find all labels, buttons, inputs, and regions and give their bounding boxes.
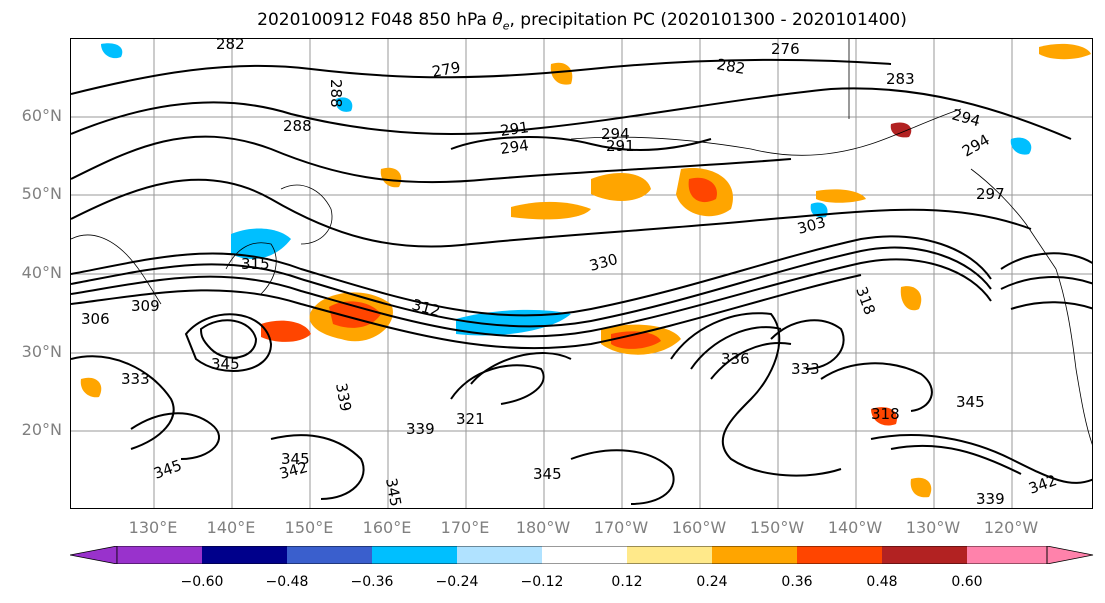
colorbar-tick: 0.60 <box>951 574 983 590</box>
contour-label: 339 <box>406 420 435 438</box>
map-svg: 276 282 282 279 283 288 288 291 294 294 … <box>71 39 1092 508</box>
title-prefix: 2020100912 F048 850 hPa <box>257 10 493 30</box>
colorbar-tick: 0.36 <box>781 574 813 590</box>
contour-label: 339 <box>332 382 355 413</box>
lat-label: 20°N <box>21 420 62 439</box>
colorbar-segment <box>627 546 712 564</box>
contour-label: 279 <box>431 58 462 81</box>
colorbar-tick: 0.12 <box>611 574 643 590</box>
contour-label: 333 <box>121 370 150 388</box>
contour-label: 345 <box>211 355 240 373</box>
colorbar-tick: −0.60 <box>180 574 224 590</box>
colorbar-tick: −0.48 <box>265 574 309 590</box>
lon-label: 140°W <box>827 518 883 537</box>
colorbar-tick: −0.12 <box>520 574 564 590</box>
colorbar-segment <box>117 546 202 564</box>
contour-label: 294 <box>959 131 993 161</box>
colorbar-segment <box>372 546 457 564</box>
lat-label: 50°N <box>21 184 62 203</box>
contour-label: 294 <box>950 105 982 130</box>
colorbar-segment <box>287 546 372 564</box>
contour-label: 309 <box>131 297 160 315</box>
contour-label: 342 <box>1026 471 1059 498</box>
lon-label: 140°E <box>206 518 256 537</box>
contour-label: 333 <box>791 360 820 378</box>
colorbar-outline <box>116 546 1048 564</box>
lon-label: 130°E <box>128 518 178 537</box>
lon-label: 150°W <box>749 518 805 537</box>
colorbar-tick: 0.24 <box>696 574 728 590</box>
lon-label: 170°W <box>593 518 649 537</box>
contour-label: 282 <box>216 39 245 53</box>
lon-label: 180°W <box>515 518 571 537</box>
contour-label: 345 <box>533 465 562 483</box>
contour-label: 294 <box>499 136 530 158</box>
contour-label: 306 <box>81 310 110 328</box>
contour-label: 291 <box>606 137 635 155</box>
contour-label: 288 <box>283 117 312 135</box>
colorbar-segment <box>882 546 967 564</box>
lon-label: 120°W <box>983 518 1039 537</box>
colorbar-segment <box>202 546 287 564</box>
contour-label: 315 <box>241 255 270 273</box>
precip-negative <box>101 43 1032 336</box>
contour-label: 318 <box>871 405 900 423</box>
colorbar-arrow-left <box>70 546 118 564</box>
lat-label: 60°N <box>21 106 62 125</box>
contour-label: 276 <box>771 40 800 58</box>
contour-label: 294 <box>601 125 630 143</box>
contour-label: 283 <box>886 70 915 88</box>
graticule <box>71 39 1092 508</box>
contour-label: 312 <box>410 295 442 320</box>
lon-label: 130°W <box>905 518 961 537</box>
contour-label: 345 <box>151 456 184 483</box>
contour-label: 330 <box>587 250 619 275</box>
colorbar-arrow-right <box>1046 546 1094 564</box>
map-title: 2020100912 F048 850 hPa θe, precipitatio… <box>70 10 1094 32</box>
contour-label: 345 <box>382 477 405 508</box>
contour-label: 321 <box>456 410 485 428</box>
contour-label: 291 <box>499 118 530 140</box>
title-suffix: , precipitation PC (2020101300 - 2020101… <box>509 10 907 30</box>
colorbar-tick: 0.48 <box>866 574 898 590</box>
colorbar-segment <box>967 546 1047 564</box>
lon-label: 160°E <box>362 518 412 537</box>
lon-label: 170°E <box>440 518 490 537</box>
theta-e-contours <box>71 58 1092 505</box>
lon-label: 160°W <box>671 518 727 537</box>
colorbar <box>70 546 1094 564</box>
colorbar-segment <box>797 546 882 564</box>
colorbar-segment <box>712 546 797 564</box>
contour-label: 282 <box>715 55 746 78</box>
map-panel: 276 282 282 279 283 288 288 291 294 294 … <box>70 38 1093 509</box>
lat-label: 30°N <box>21 342 62 361</box>
colorbar-tick: −0.24 <box>435 574 479 590</box>
theta-subscript: e <box>502 19 510 33</box>
contour-label: 336 <box>721 350 750 368</box>
contour-label: 339 <box>976 490 1005 508</box>
lon-label: 150°E <box>284 518 334 537</box>
theta-symbol: θ <box>492 10 503 30</box>
contour-label: 288 <box>327 79 345 108</box>
colorbar-tick: −0.36 <box>350 574 394 590</box>
lat-label: 40°N <box>21 263 62 282</box>
contour-label: 297 <box>976 185 1005 203</box>
colorbar-segment <box>457 546 542 564</box>
contour-label: 345 <box>956 393 985 411</box>
colorbar-segment <box>542 546 627 564</box>
coastlines <box>71 39 1092 445</box>
contour-label: 345 <box>281 450 310 468</box>
